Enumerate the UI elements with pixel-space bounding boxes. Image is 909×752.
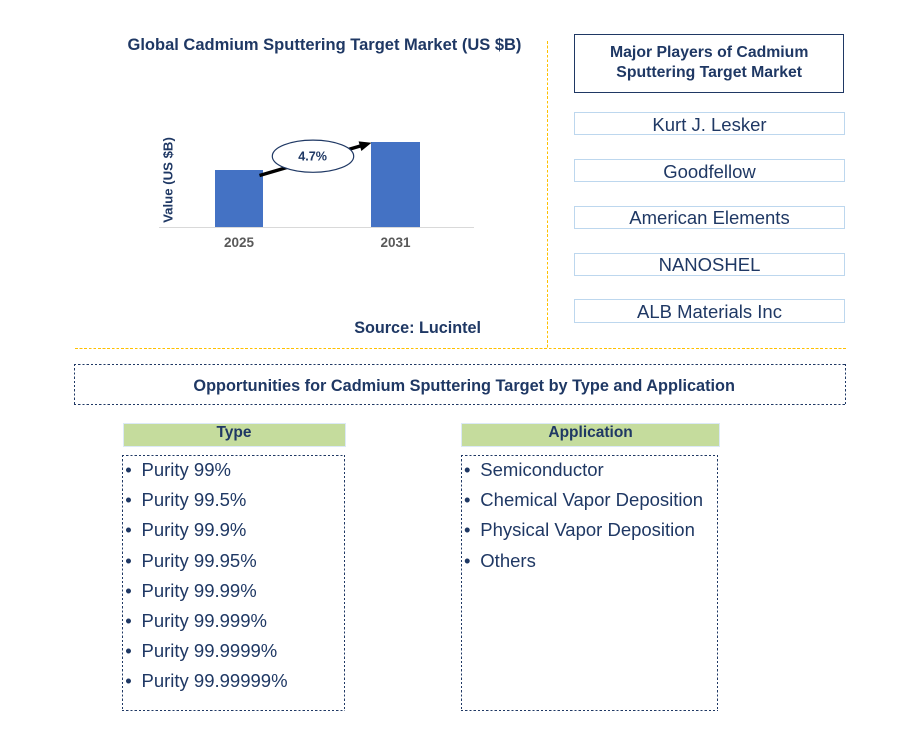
svg-text:4.7%: 4.7% bbox=[298, 150, 327, 164]
